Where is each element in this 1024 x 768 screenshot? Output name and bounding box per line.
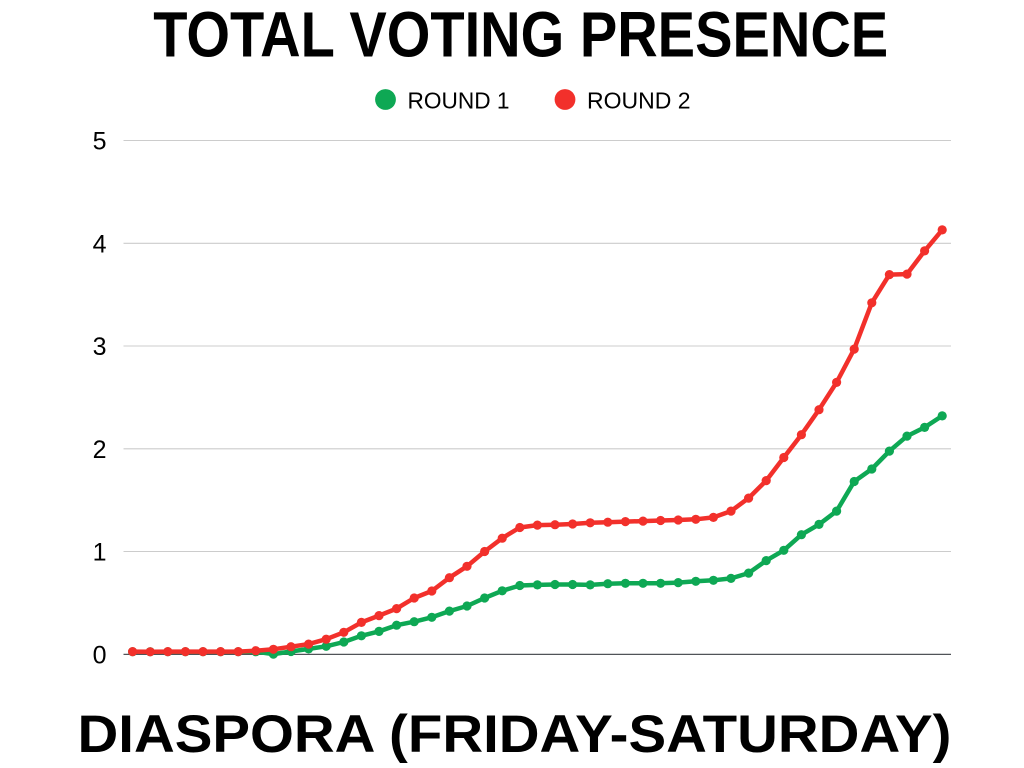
svg-text:ROUND 1: ROUND 1 bbox=[408, 87, 510, 113]
svg-text:1: 1 bbox=[93, 539, 107, 567]
svg-text:ROUND 2: ROUND 2 bbox=[587, 87, 691, 113]
svg-text:3: 3 bbox=[93, 333, 107, 361]
svg-text:0: 0 bbox=[93, 642, 107, 670]
svg-text:4: 4 bbox=[93, 231, 107, 259]
svg-text:5: 5 bbox=[93, 128, 107, 156]
svg-text:DIASPORA (FRIDAY-SATURDAY): DIASPORA (FRIDAY-SATURDAY) bbox=[78, 705, 952, 764]
svg-text:TOTAL VOTING PRESENCE: TOTAL VOTING PRESENCE bbox=[153, 0, 888, 71]
svg-text:2: 2 bbox=[93, 436, 107, 464]
